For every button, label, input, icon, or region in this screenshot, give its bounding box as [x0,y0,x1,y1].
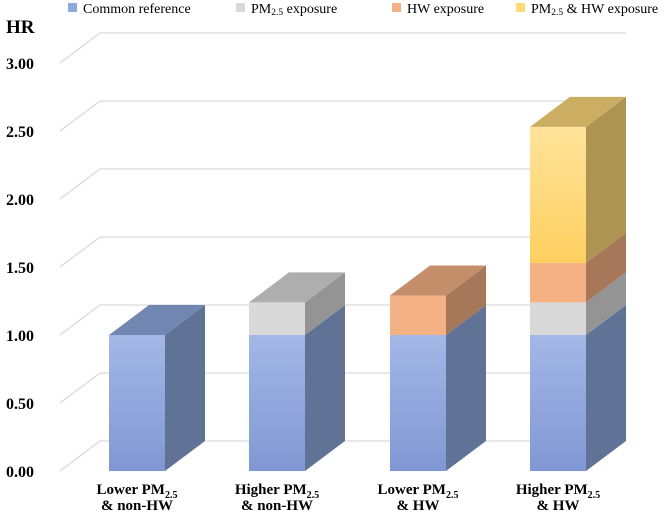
x-tick-label-1-line2: & non-HW [241,498,313,512]
gridline-5 [59,100,626,132]
bar-3-pm2-5-exposure [530,272,626,335]
legend-label-common-reference: Common reference [83,2,191,17]
bars [109,96,626,471]
legend-item-common-reference: Common reference [68,2,191,18]
bar-side [586,96,626,263]
bar-side [586,272,626,335]
bar-front [109,335,165,471]
y-axis-label: HR [6,17,35,38]
bar-side [446,305,486,471]
bar-3-pm2-5-hw-exposure [530,96,626,263]
x-tick-label-2-line1: Lower PM2.5 [378,482,459,501]
legend: Common reference PM2.5 exposure HW expos… [0,0,666,20]
gridline-6 [59,32,626,64]
legend-swatch-common-reference [68,3,77,12]
legend-item-pm25-hw-exposure: PM2.5 & HW exposure [516,2,658,21]
legend-label-pm25-hw-exposure: PM2.5 & HW exposure [531,2,659,19]
bar-side [305,305,345,471]
bar-0-common-reference [109,305,205,471]
gridline-3 [59,236,626,268]
legend-item-pm25-exposure: PM2.5 exposure [236,2,337,21]
bar-front [530,302,586,335]
bar-top [249,272,345,303]
bar-3-hw-exposure [530,232,626,303]
x-tick-label-1-line1: Higher PM2.5 [235,482,319,501]
gridline-4 [59,168,626,200]
x-tick-label-3-line1: Higher PM2.5 [516,482,600,501]
bar-1-common-reference [249,305,345,471]
bar-side [305,272,345,335]
bar-1-pm2-5-exposure [249,272,345,335]
legend-swatch-hw-exposure [392,3,401,12]
bar-front [530,126,586,263]
y-tick-label-4: 2.00 [6,192,34,209]
bar-2-common-reference [390,305,486,471]
bar-front [390,295,446,335]
y-tick-label-5: 2.50 [6,124,34,141]
legend-swatch-pm25-hw-exposure [516,3,525,12]
y-tick-labels: 0.00 0.50 1.00 1.50 2.00 2.50 3.00 [6,56,34,481]
y-tick-label-0: 0.00 [6,464,34,481]
bar-top [109,305,205,335]
bar-top [530,96,626,127]
bar-front [249,335,305,471]
y-tick-label-2: 1.00 [6,328,34,345]
bar-top [390,265,486,296]
bar-front [530,262,586,303]
bar-2-hw-exposure [390,265,486,335]
bar-side [586,305,626,471]
bar-front [249,302,305,335]
y-tick-label-3: 1.50 [6,260,34,277]
legend-swatch-pm25-exposure [236,3,245,12]
y-tick-label-6: 3.00 [6,56,34,73]
legend-item-hw-exposure: HW exposure [392,2,484,18]
x-tick-label-0-line2: & non-HW [101,498,173,512]
bar-side [165,305,205,471]
bar-side [586,232,626,303]
bar-front [530,335,586,471]
x-tick-label-2-line2: & HW [397,498,440,512]
x-tick-label-0-line1: Lower PM2.5 [97,482,178,501]
y-tick-label-1: 0.50 [6,396,34,413]
x-tick-label-3-line2: & HW [537,498,580,512]
legend-label-hw-exposure: HW exposure [407,2,485,17]
bar-front [390,335,446,471]
bar-side [446,265,486,335]
legend-label-pm25-exposure: PM2.5 exposure [251,2,338,19]
bar-3-common-reference [530,305,626,471]
